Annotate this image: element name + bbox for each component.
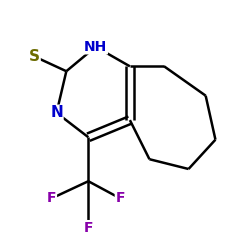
Text: F: F: [47, 191, 56, 205]
Text: F: F: [84, 221, 93, 235]
Text: F: F: [115, 191, 125, 205]
Text: N: N: [50, 105, 63, 120]
Text: NH: NH: [84, 40, 107, 54]
Text: S: S: [29, 49, 40, 64]
